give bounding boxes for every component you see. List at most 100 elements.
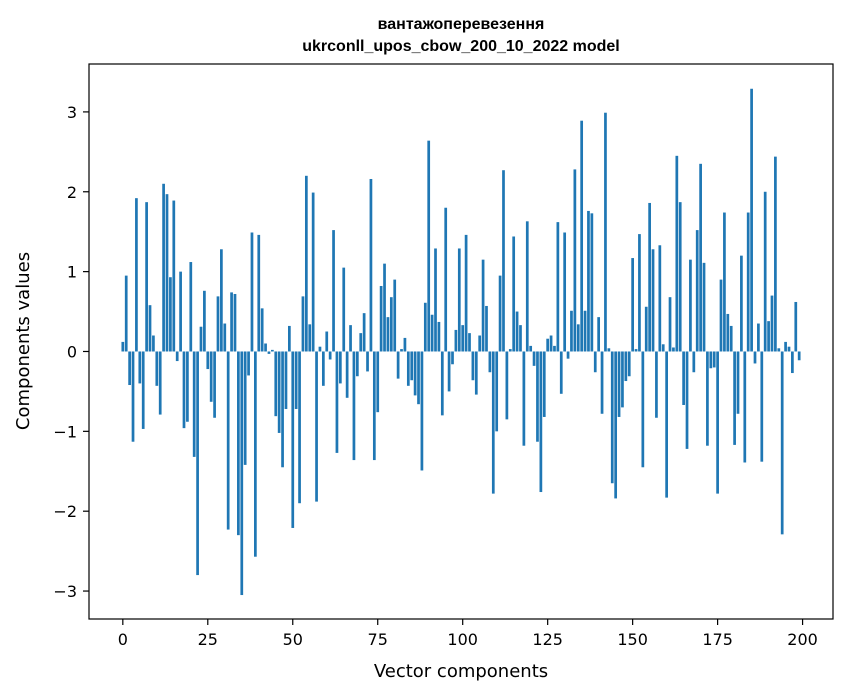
bar bbox=[706, 351, 709, 446]
x-axis-ticks: 0 25 50 75 100 125 150 175 200 bbox=[118, 619, 818, 649]
y-tick-label: 1 bbox=[67, 263, 77, 282]
bar bbox=[712, 351, 716, 368]
bar bbox=[767, 321, 770, 352]
x-tick-label: 25 bbox=[198, 630, 218, 649]
bar bbox=[216, 296, 220, 352]
bar bbox=[434, 248, 437, 352]
bar bbox=[182, 351, 186, 429]
bar bbox=[461, 325, 465, 352]
bar bbox=[580, 120, 584, 352]
bar bbox=[621, 351, 624, 408]
y-tick-label: −2 bbox=[53, 502, 77, 521]
bar bbox=[152, 335, 155, 352]
bar bbox=[294, 351, 298, 409]
bar bbox=[746, 212, 750, 352]
bar bbox=[274, 351, 278, 417]
bar bbox=[512, 236, 516, 352]
bar bbox=[570, 310, 573, 352]
bar bbox=[213, 351, 216, 418]
bar bbox=[576, 324, 580, 352]
bar bbox=[542, 351, 546, 417]
bar bbox=[546, 338, 550, 352]
bar bbox=[743, 351, 747, 463]
bar bbox=[709, 351, 713, 369]
bar bbox=[315, 351, 318, 502]
bar bbox=[158, 351, 162, 415]
bar bbox=[794, 301, 798, 352]
bar bbox=[206, 351, 210, 370]
bar bbox=[271, 349, 274, 352]
bar bbox=[624, 351, 628, 382]
bar bbox=[437, 321, 441, 352]
bar bbox=[196, 351, 199, 576]
bar bbox=[631, 258, 634, 352]
bar bbox=[740, 255, 743, 352]
bar bbox=[617, 351, 621, 417]
bar bbox=[291, 351, 295, 528]
bar bbox=[556, 222, 560, 352]
bar bbox=[277, 351, 281, 433]
bar bbox=[536, 351, 539, 442]
bar bbox=[355, 351, 359, 377]
bar bbox=[553, 345, 556, 352]
bar bbox=[264, 343, 267, 352]
x-tick-label: 125 bbox=[532, 630, 563, 649]
bar bbox=[131, 351, 135, 442]
y-axis-ticks: −3 −2 −1 0 1 2 3 bbox=[53, 103, 89, 601]
bar bbox=[237, 351, 240, 536]
bar bbox=[692, 351, 696, 373]
bar bbox=[699, 163, 702, 352]
bar bbox=[406, 351, 410, 386]
bar bbox=[430, 314, 434, 352]
bar bbox=[614, 351, 618, 499]
bar bbox=[240, 351, 244, 596]
bar bbox=[607, 348, 611, 352]
bar bbox=[464, 234, 468, 352]
bar bbox=[675, 155, 679, 352]
bar bbox=[230, 292, 233, 352]
bar bbox=[627, 351, 631, 377]
bar bbox=[403, 337, 407, 352]
bar bbox=[192, 351, 196, 457]
bar bbox=[777, 348, 781, 352]
bar bbox=[335, 351, 339, 453]
bar bbox=[638, 234, 641, 352]
bar bbox=[583, 310, 587, 352]
bar bbox=[644, 306, 648, 352]
bar bbox=[135, 198, 138, 352]
bar bbox=[672, 347, 675, 352]
bar bbox=[172, 200, 176, 352]
bar bbox=[753, 351, 757, 364]
bar bbox=[379, 286, 383, 352]
y-tick-label: −1 bbox=[53, 422, 77, 441]
y-tick-label: 0 bbox=[67, 342, 77, 361]
bar bbox=[474, 351, 478, 395]
bar bbox=[525, 221, 529, 352]
bar bbox=[209, 351, 213, 402]
bar bbox=[587, 210, 590, 352]
bar bbox=[257, 234, 261, 352]
y-tick-label: −3 bbox=[53, 582, 77, 601]
bar bbox=[362, 313, 366, 352]
x-tick-label: 175 bbox=[702, 630, 733, 649]
bar bbox=[655, 351, 658, 418]
bar bbox=[233, 293, 237, 352]
bar bbox=[189, 262, 193, 352]
bar bbox=[491, 351, 495, 494]
bar bbox=[716, 351, 719, 494]
y-tick-label: 2 bbox=[67, 183, 77, 202]
bar bbox=[162, 183, 165, 352]
bar bbox=[226, 351, 230, 530]
bar bbox=[223, 323, 227, 352]
bar bbox=[481, 259, 485, 352]
bar bbox=[689, 259, 692, 352]
bar bbox=[485, 305, 488, 352]
bar bbox=[169, 277, 172, 352]
bar bbox=[661, 344, 665, 352]
bar bbox=[597, 317, 601, 352]
bar bbox=[199, 326, 203, 352]
bar bbox=[604, 112, 607, 352]
bar bbox=[505, 351, 509, 420]
bar bbox=[519, 325, 522, 352]
bar bbox=[376, 351, 380, 413]
